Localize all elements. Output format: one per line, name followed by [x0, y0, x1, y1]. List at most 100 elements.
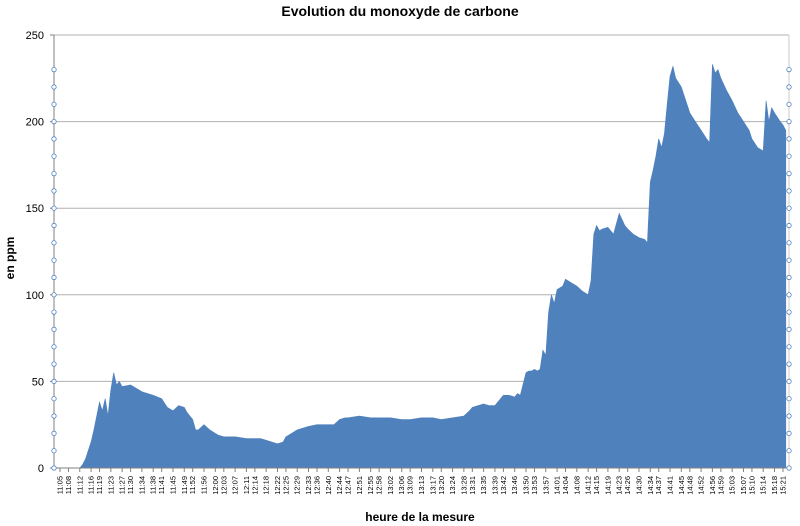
- x-tick-label-21: 12:22: [273, 476, 282, 495]
- x-tick-label-56: 14:30: [635, 476, 644, 495]
- x-tick-label-0: 11:05: [56, 476, 65, 494]
- marker-left-170: [51, 171, 57, 177]
- x-tick-label-20: 12:18: [262, 476, 271, 495]
- x-tick-label-53: 14:19: [603, 476, 612, 495]
- marker-left-30: [51, 413, 57, 419]
- x-tick-label-70: 15:21: [779, 476, 788, 495]
- marker-left-200: [51, 119, 57, 125]
- x-tick-label-38: 13:24: [448, 476, 457, 495]
- marker-left-120: [51, 257, 57, 263]
- x-tick-label-27: 12:44: [335, 476, 344, 495]
- marker-right-90: [786, 309, 792, 315]
- x-tick-label-5: 11:23: [106, 476, 115, 494]
- x-tick-label-36: 13:17: [428, 476, 437, 495]
- x-tick-label-7: 11:30: [126, 476, 135, 494]
- x-tick-label-62: 14:52: [697, 476, 706, 495]
- y-axis-label: en ppm: [3, 237, 17, 280]
- marker-left-70: [51, 344, 57, 350]
- marker-left-0: [51, 465, 57, 471]
- marker-right-170: [786, 171, 792, 177]
- marker-left-150: [51, 205, 57, 211]
- marker-right-60: [786, 361, 792, 367]
- series-area-group: [60, 64, 787, 469]
- x-tick-label-13: 11:52: [188, 476, 197, 494]
- x-tick-label-52: 14:15: [592, 476, 601, 495]
- y-tick-labels: 0 50 100 150 200 250: [26, 30, 44, 475]
- x-tick-label-55: 14:26: [623, 476, 632, 495]
- marker-right-160: [786, 188, 792, 194]
- marker-left-130: [51, 240, 57, 246]
- marker-right-50: [786, 378, 792, 384]
- marker-right-220: [786, 84, 792, 90]
- marker-right-140: [786, 222, 792, 229]
- marker-right-70: [786, 344, 792, 350]
- x-tick-label-37: 13:20: [437, 476, 446, 495]
- marker-left-230: [51, 67, 57, 73]
- x-tick-label-25: 12:36: [313, 476, 322, 495]
- x-tick-label-28: 12:47: [344, 476, 353, 495]
- x-tick-label-48: 14:01: [553, 476, 562, 495]
- marker-left-100: [51, 292, 57, 298]
- x-tick-label-47: 13:57: [541, 476, 550, 495]
- x-tick-label-3: 11:16: [87, 476, 96, 494]
- x-tick-label-61: 14:48: [685, 476, 694, 495]
- x-tick-label-60: 14:45: [677, 476, 686, 495]
- x-tick-label-32: 13:02: [386, 476, 395, 495]
- x-tick-label-45: 13:50: [522, 476, 531, 495]
- x-tick-label-18: 12:11: [242, 476, 251, 494]
- x-tick-label-64: 14:59: [716, 476, 725, 495]
- x-tick-label-68: 15:14: [759, 476, 768, 495]
- x-tick-label-8: 11:34: [137, 476, 146, 494]
- x-tick-label-66: 15:07: [739, 476, 748, 495]
- y-tick-label-0: 0: [38, 463, 44, 475]
- x-tick-label-30: 12:55: [366, 476, 375, 495]
- marker-right-110: [786, 274, 792, 281]
- marker-left-20: [51, 430, 57, 436]
- x-tick-label-65: 15:03: [728, 476, 737, 495]
- series-area: [60, 64, 787, 469]
- marker-left-50: [51, 378, 57, 384]
- x-tick-label-44: 13:46: [510, 476, 519, 495]
- y-tick-label-250: 250: [26, 30, 44, 42]
- marker-right-30: [786, 413, 792, 419]
- x-tick-label-9: 11:38: [149, 476, 158, 494]
- x-tick-label-23: 12:29: [293, 476, 302, 495]
- x-tick-label-49: 14:04: [561, 476, 570, 495]
- x-tick-label-24: 12:33: [304, 476, 313, 495]
- x-tick-label-59: 14:41: [666, 476, 675, 495]
- x-tick-label-40: 13:31: [468, 476, 477, 495]
- x-tick-label-31: 12:58: [375, 476, 384, 495]
- x-tick-label-46: 13:53: [530, 476, 539, 495]
- x-tick-label-11: 11:45: [169, 476, 178, 494]
- marker-right-190: [786, 136, 792, 142]
- marker-right-40: [786, 396, 792, 402]
- marker-right-80: [786, 326, 792, 332]
- x-tick-label-12: 11:49: [180, 476, 189, 494]
- x-tick-label-26: 12:40: [324, 476, 333, 495]
- marker-left-220: [51, 84, 57, 90]
- axis-markers: [51, 67, 792, 471]
- marker-right-10: [786, 448, 792, 454]
- marker-left-160: [51, 188, 57, 194]
- marker-left-90: [51, 309, 57, 315]
- marker-right-230: [786, 67, 792, 73]
- marker-left-60: [51, 361, 57, 367]
- x-tick-label-16: 12:03: [219, 476, 228, 495]
- x-tick-label-69: 15:18: [770, 476, 779, 495]
- x-tick-label-51: 14:12: [584, 476, 593, 495]
- x-tick-label-67: 15:10: [747, 476, 756, 495]
- x-tick-label-41: 13:35: [479, 476, 488, 495]
- x-tick-label-2: 11:12: [75, 476, 84, 494]
- marker-right-150: [786, 205, 792, 211]
- x-tick-label-22: 12:25: [281, 476, 290, 495]
- x-tick-label-43: 13:42: [499, 476, 508, 495]
- marker-right-100: [786, 292, 792, 298]
- y-tick-label-200: 200: [26, 117, 44, 129]
- x-tick-label-17: 12:07: [231, 476, 240, 495]
- x-tick-label-42: 13:39: [490, 476, 499, 495]
- marker-right-120: [786, 257, 792, 263]
- marker-left-80: [51, 326, 57, 332]
- marker-right-20: [786, 430, 792, 436]
- x-tick-label-35: 13:13: [417, 476, 426, 495]
